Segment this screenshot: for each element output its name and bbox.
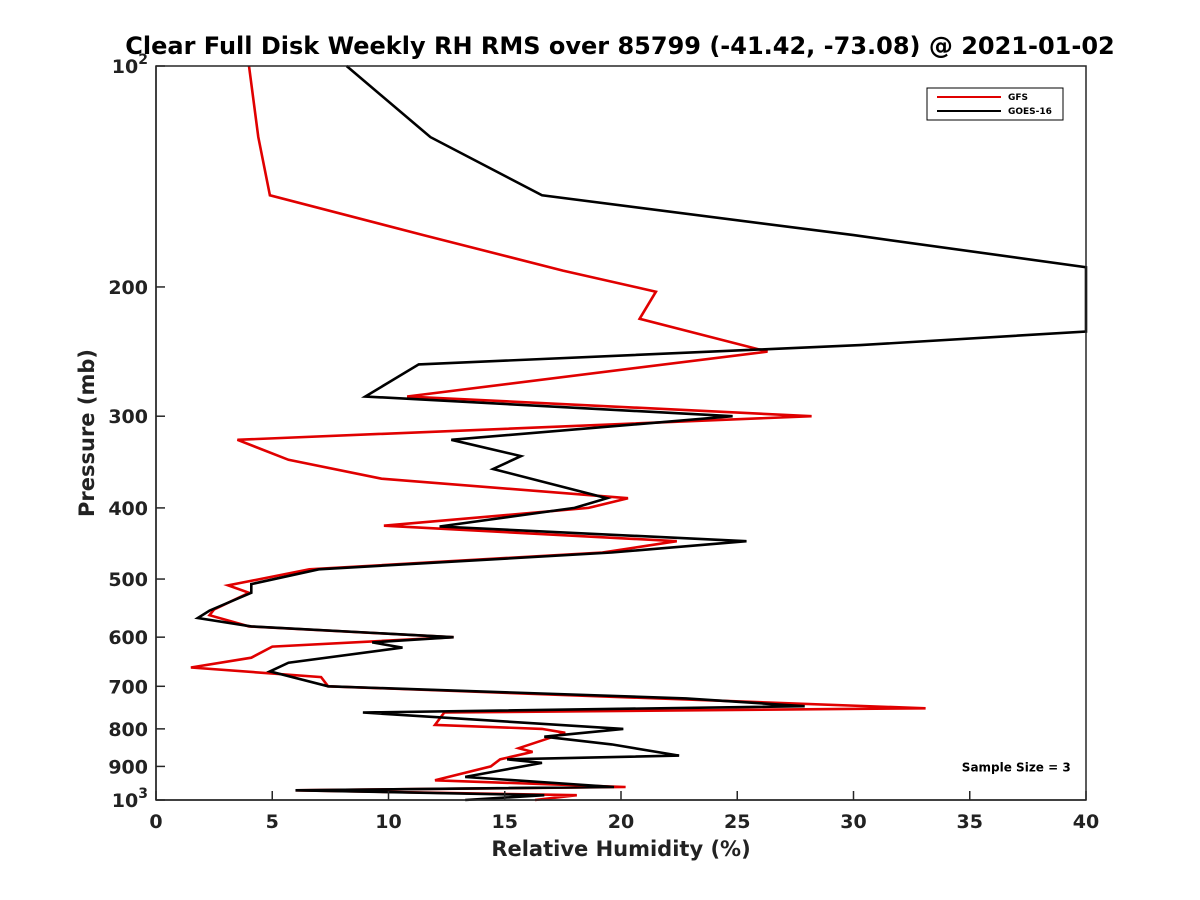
y-tick-label: 700 bbox=[108, 676, 148, 698]
plot-lines bbox=[190, 65, 1088, 802]
y-axis-label: Pressure (mb) bbox=[75, 349, 99, 517]
x-tick-label: 25 bbox=[724, 811, 750, 833]
chart-title: Clear Full Disk Weekly RH RMS over 85799… bbox=[125, 32, 1114, 60]
y-tick-label: 300 bbox=[108, 406, 148, 428]
legend-box bbox=[926, 87, 1064, 121]
series-line-goes16 bbox=[194, 65, 1088, 802]
y-tick-label: 500 bbox=[108, 569, 148, 591]
legend-label-gfs: GFS bbox=[1008, 93, 1028, 103]
y-tick-label: 102 bbox=[112, 52, 148, 78]
legend: GFS GOES-16 bbox=[926, 87, 1064, 121]
x-tick-label: 40 bbox=[1073, 811, 1099, 833]
x-axis-label: Relative Humidity (%) bbox=[491, 837, 750, 861]
legend-label-goes16: GOES-16 bbox=[1008, 107, 1052, 117]
x-tick-label: 5 bbox=[266, 811, 279, 833]
x-tick-label: 15 bbox=[492, 811, 518, 833]
y-tick-label: 900 bbox=[108, 756, 148, 778]
x-tick-label: 0 bbox=[149, 811, 162, 833]
y-tick-label: 200 bbox=[108, 277, 148, 299]
x-tick-label: 10 bbox=[375, 811, 401, 833]
x-tick-label: 20 bbox=[608, 811, 634, 833]
x-tick-label: 35 bbox=[957, 811, 983, 833]
y-tick-label: 103 bbox=[112, 786, 148, 812]
y-tick-label: 400 bbox=[108, 498, 148, 520]
y-tick-label: 600 bbox=[108, 627, 148, 649]
series-line-gfs bbox=[190, 65, 926, 802]
x-ticks: 0 5 10 15 20 25 30 35 40 bbox=[149, 791, 1099, 833]
y-tick-label: 800 bbox=[108, 719, 148, 741]
x-tick-label: 30 bbox=[840, 811, 866, 833]
y-ticks: 102 200 300 400 500 600 700 800 900 103 bbox=[108, 52, 165, 812]
sample-size-annotation: Sample Size = 3 bbox=[962, 760, 1071, 774]
